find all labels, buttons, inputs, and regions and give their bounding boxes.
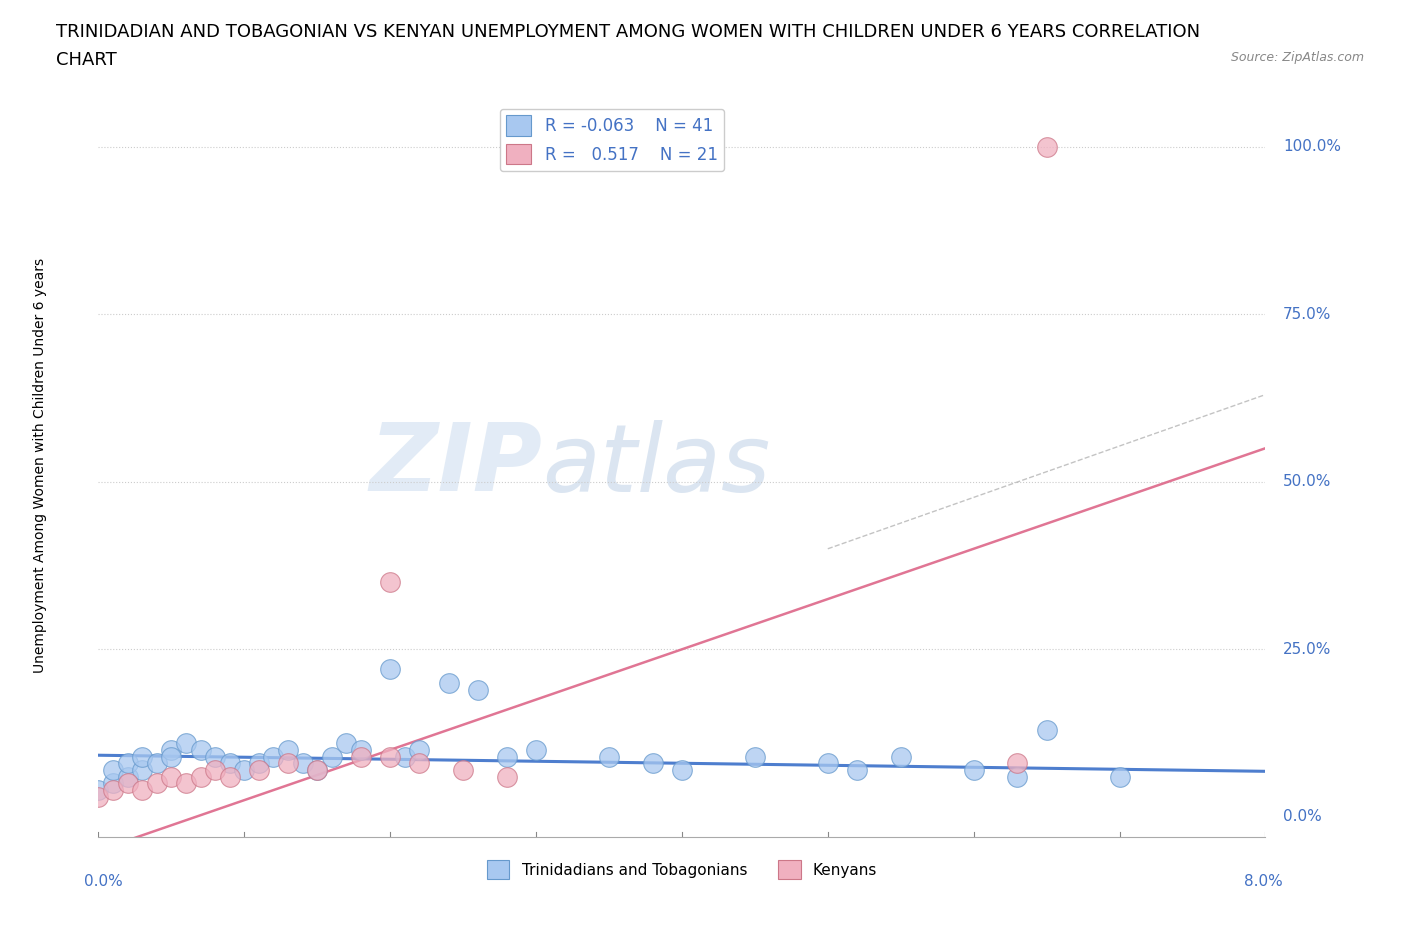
Point	[160, 742, 183, 757]
Point	[744, 750, 766, 764]
Point	[496, 750, 519, 764]
Text: 8.0%: 8.0%	[1244, 874, 1282, 889]
Point	[641, 756, 664, 771]
Point	[190, 769, 212, 784]
Point	[307, 763, 329, 777]
Point	[335, 736, 357, 751]
Point	[101, 776, 124, 790]
Point	[247, 763, 270, 777]
Point	[1108, 769, 1130, 784]
Point	[160, 769, 183, 784]
Point	[671, 763, 693, 777]
Text: ZIP: ZIP	[368, 419, 541, 511]
Point	[174, 736, 197, 751]
Text: atlas: atlas	[541, 419, 770, 511]
Text: 75.0%: 75.0%	[1282, 307, 1331, 322]
Point	[218, 756, 240, 771]
Point	[277, 756, 299, 771]
Point	[190, 742, 212, 757]
Point	[101, 763, 124, 777]
Text: CHART: CHART	[56, 51, 117, 69]
Text: TRINIDADIAN AND TOBAGONIAN VS KENYAN UNEMPLOYMENT AMONG WOMEN WITH CHILDREN UNDE: TRINIDADIAN AND TOBAGONIAN VS KENYAN UNE…	[56, 23, 1201, 41]
Point	[101, 783, 124, 798]
Point	[291, 756, 314, 771]
Point	[350, 750, 373, 764]
Point	[87, 783, 110, 798]
Point	[380, 662, 402, 677]
Point	[131, 750, 153, 764]
Point	[131, 763, 153, 777]
Text: 100.0%: 100.0%	[1282, 140, 1341, 154]
Point	[598, 750, 620, 764]
Point	[394, 750, 416, 764]
Point	[962, 763, 984, 777]
Text: Unemployment Among Women with Children Under 6 years: Unemployment Among Women with Children U…	[34, 258, 46, 672]
Point	[131, 783, 153, 798]
Point	[307, 763, 329, 777]
Point	[1007, 769, 1029, 784]
Point	[467, 682, 489, 697]
Point	[321, 750, 343, 764]
Point	[817, 756, 839, 771]
Point	[247, 756, 270, 771]
Point	[218, 769, 240, 784]
Point	[87, 790, 110, 804]
Point	[146, 756, 169, 771]
Point	[117, 776, 139, 790]
Point	[277, 742, 299, 757]
Text: 0.0%: 0.0%	[84, 874, 122, 889]
Point	[1035, 140, 1057, 154]
Point	[160, 750, 183, 764]
Point	[1007, 756, 1029, 771]
Point	[1035, 723, 1057, 737]
Point	[117, 756, 139, 771]
Point	[233, 763, 256, 777]
Point	[262, 750, 284, 764]
Text: 25.0%: 25.0%	[1282, 642, 1331, 657]
Point	[350, 742, 373, 757]
Text: 50.0%: 50.0%	[1282, 474, 1331, 489]
Point	[408, 756, 430, 771]
Point	[524, 742, 547, 757]
Point	[117, 769, 139, 784]
Point	[451, 763, 474, 777]
Point	[845, 763, 868, 777]
Point	[146, 776, 169, 790]
Point	[174, 776, 197, 790]
Legend: Trinidadians and Tobagonians, Kenyans: Trinidadians and Tobagonians, Kenyans	[481, 855, 883, 885]
Point	[437, 675, 460, 690]
Point	[496, 769, 519, 784]
Point	[408, 742, 430, 757]
Text: Source: ZipAtlas.com: Source: ZipAtlas.com	[1230, 51, 1364, 64]
Text: 0.0%: 0.0%	[1282, 809, 1322, 824]
Point	[380, 575, 402, 590]
Point	[204, 750, 226, 764]
Point	[204, 763, 226, 777]
Point	[890, 750, 912, 764]
Point	[380, 750, 402, 764]
